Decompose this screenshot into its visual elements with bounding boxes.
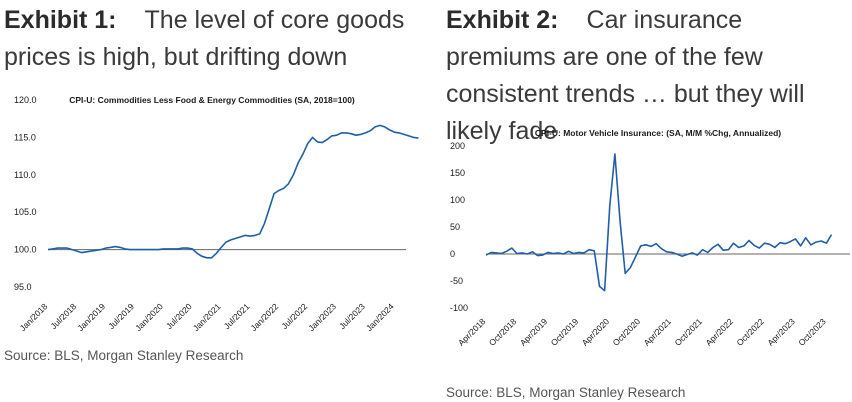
x-tick-label: Oct/2021 <box>673 316 705 348</box>
exhibit-2-heading: Exhibit 2: Car insurance premiums are one… <box>446 2 852 150</box>
x-tick-label: Jan/2021 <box>191 301 223 333</box>
x-tick-label: Jan/2022 <box>249 301 281 333</box>
y-tick-label: 100 <box>450 195 465 205</box>
y-tick-label: 150 <box>450 168 465 178</box>
x-tick-label: Apr/2022 <box>703 316 735 348</box>
x-tick-label: Jul/2021 <box>222 301 252 331</box>
exhibit-2-label: Exhibit 2: <box>446 6 559 34</box>
x-tick-label: Jan/2024 <box>364 301 396 333</box>
y-tick-label: 95.0 <box>14 282 32 292</box>
y-tick-label: -50 <box>450 276 463 286</box>
series-line <box>485 153 833 292</box>
y-tick-label: 120.0 <box>14 95 37 105</box>
exhibit-1: Exhibit 1: The level of core goods prices… <box>0 0 420 402</box>
x-tick-label: Apr/2019 <box>518 316 550 348</box>
exhibit-1-title: The level of core goods prices is high, … <box>4 6 405 71</box>
exhibit-2-source: Source: BLS, Morgan Stanley Research <box>446 385 686 400</box>
x-tick-label: Jan/2018 <box>18 301 50 333</box>
exhibit-2: Exhibit 2: Car insurance premiums are one… <box>446 0 852 402</box>
chart-1-title: CPI-U: Commodities Less Food & Energy Co… <box>69 95 355 105</box>
y-tick-label: 50 <box>450 222 460 232</box>
x-tick-label: Oct/2023 <box>796 316 828 348</box>
series-line <box>47 124 419 259</box>
y-tick-label: 200 <box>450 141 465 151</box>
x-tick-label: Apr/2020 <box>580 316 612 348</box>
exhibit-1-label: Exhibit 1: <box>4 6 117 34</box>
x-tick-label: Oct/2020 <box>611 316 643 348</box>
x-tick-label: Jul/2023 <box>337 301 367 331</box>
exhibit-1-chart: CPI-U: Commodities Less Food & Energy Co… <box>14 95 419 333</box>
exhibit-1-heading: Exhibit 1: The level of core goods prices… <box>4 2 420 76</box>
x-tick-label: Jan/2020 <box>133 301 165 333</box>
x-tick-label: Apr/2018 <box>456 316 488 348</box>
x-tick-label: Oct/2022 <box>734 316 766 348</box>
x-tick-label: Jul/2018 <box>48 301 78 331</box>
x-tick-label: Jul/2022 <box>279 301 309 331</box>
x-tick-label: Apr/2021 <box>642 316 674 348</box>
y-tick-label: 110.0 <box>14 170 36 180</box>
y-tick-label: 115.0 <box>14 132 36 142</box>
y-tick-label: 105.0 <box>14 207 37 217</box>
exhibit-1-source: Source: BLS, Morgan Stanley Research <box>4 348 244 363</box>
y-tick-label: 100.0 <box>14 245 37 255</box>
x-tick-label: Jan/2019 <box>75 301 107 333</box>
x-tick-label: Oct/2018 <box>487 316 519 348</box>
y-tick-label: -100 <box>450 303 468 313</box>
x-tick-label: Oct/2019 <box>549 316 581 348</box>
exhibit-2-chart: CPI-U: Motor Vehicle Insurance: (SA, M/M… <box>450 128 850 348</box>
x-tick-label: Jul/2020 <box>164 301 194 331</box>
exhibit-2-title: Car insurance premiums are one of the fe… <box>446 6 805 145</box>
x-tick-label: Apr/2023 <box>765 316 797 348</box>
y-tick-label: 0 <box>450 249 455 259</box>
chart-2-title: CPI-U: Motor Vehicle Insurance: (SA, M/M… <box>535 128 781 138</box>
x-tick-label: Jan/2023 <box>306 301 338 333</box>
x-tick-label: Jul/2019 <box>106 301 136 331</box>
